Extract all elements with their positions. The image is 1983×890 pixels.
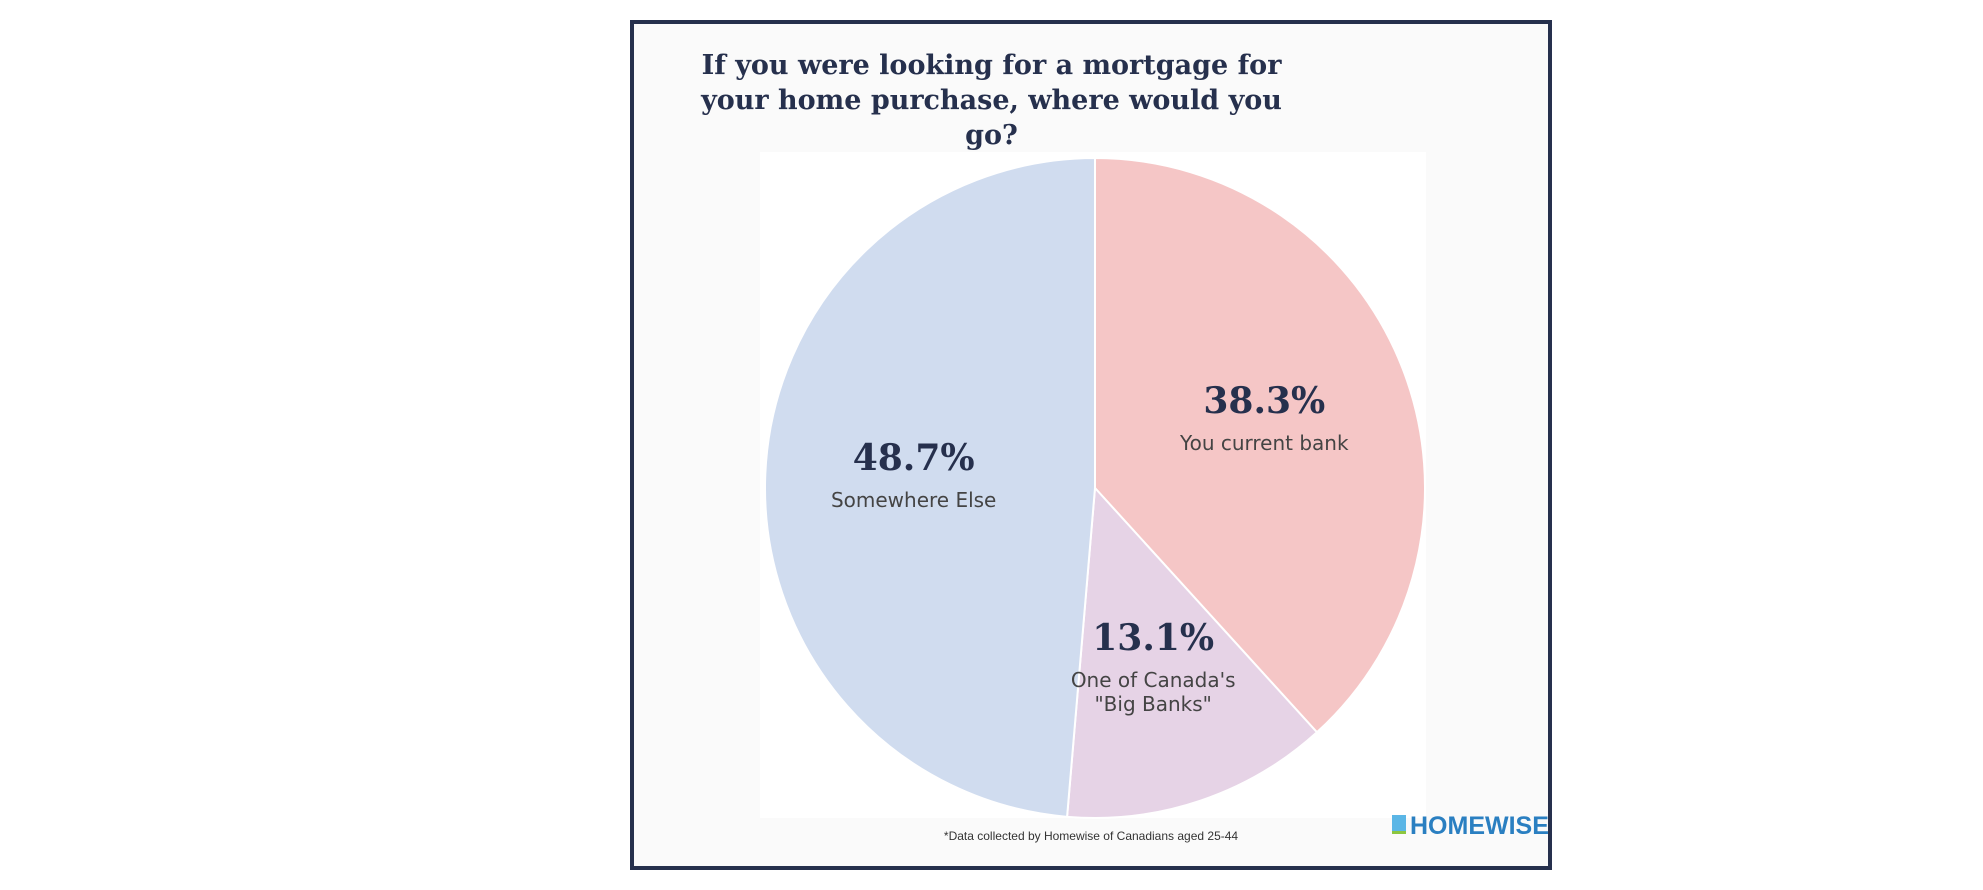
chart-title: If you were looking for a mortgage for y… bbox=[701, 50, 1282, 151]
value-label: 48.7% bbox=[852, 437, 975, 480]
logo-icon bbox=[1392, 815, 1406, 834]
pie-slice bbox=[1094, 156, 1426, 734]
logo-text: HOMEWISE bbox=[1410, 812, 1549, 840]
value-label: 13.1% bbox=[1092, 616, 1215, 659]
value-label: 38.3% bbox=[1203, 379, 1326, 422]
slice-label: Somewhere Else bbox=[830, 488, 997, 513]
logo: HOMEWISE bbox=[1392, 812, 1549, 841]
slice-label: One of Canada's "Big Banks" bbox=[1070, 667, 1236, 716]
pie-slice bbox=[1065, 485, 1319, 819]
footnote: *Data collected by Homewise of Canadians… bbox=[943, 829, 1239, 843]
pie-slice bbox=[764, 156, 1096, 818]
slice-label: You current bank bbox=[1180, 430, 1349, 455]
